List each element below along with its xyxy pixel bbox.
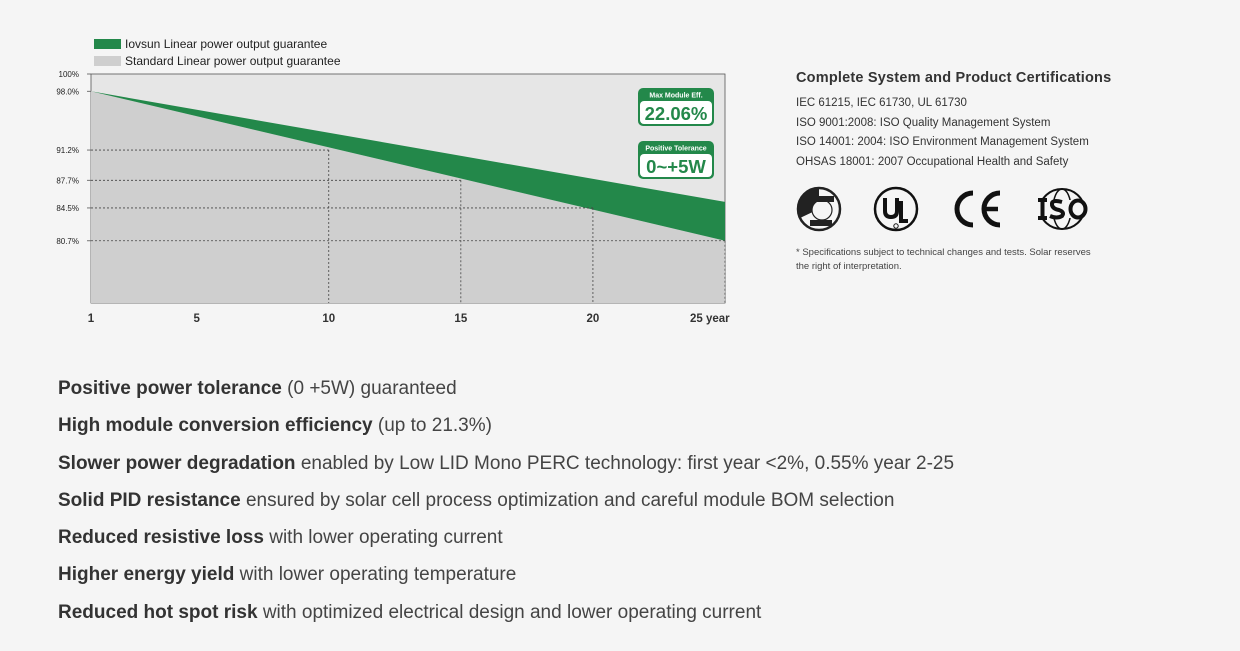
cert-line: ISO 14001: 2004: ISO Environment Managem… xyxy=(796,136,1089,148)
cert-line: IEC 61215, IEC 61730, UL 61730 xyxy=(796,97,967,109)
feature-text: with lower operating current xyxy=(269,527,503,549)
feature-item: Reduced hot spot risk with optimized ele… xyxy=(58,594,954,631)
feature-item: High module conversion efficiency (up to… xyxy=(58,407,954,444)
legend-label-standard: Standard Linear power output guarantee xyxy=(125,54,341,68)
feature-item: Slower power degradation enabled by Low … xyxy=(58,445,954,482)
cert-line: OHSAS 18001: 2007 Occupational Health an… xyxy=(796,155,1069,168)
certifications-panel: Complete System and Product Certificatio… xyxy=(796,70,1156,274)
feature-text: with lower operating temperature xyxy=(239,564,517,586)
y-tick-label: 98.0% xyxy=(56,87,79,96)
guide-lines xyxy=(91,149,726,303)
y-tick-label: 100% xyxy=(59,70,79,79)
legend-swatch-standard xyxy=(94,56,121,66)
badge-value-bg xyxy=(640,101,712,124)
ce-icon xyxy=(954,190,1001,228)
certifications-title: Complete System and Product Certificatio… xyxy=(796,70,1112,86)
feature-item: Higher energy yield with lower operating… xyxy=(58,556,954,593)
feature-item: Positive power tolerance (0 +5W) guarant… xyxy=(58,370,954,407)
x-tick-label: 1 xyxy=(88,313,95,325)
features-list: Positive power tolerance (0 +5W) guarant… xyxy=(58,370,954,631)
y-tick-label: 87.7% xyxy=(56,176,79,185)
y-tick-label: 91.2% xyxy=(56,146,79,155)
badge-value-bg xyxy=(640,154,712,177)
feature-text: ensured by solar cell process optimizati… xyxy=(245,489,895,511)
feature-title: Higher energy yield xyxy=(58,564,235,586)
feature-title: Positive power tolerance xyxy=(58,378,282,399)
ul-icon xyxy=(873,186,919,232)
y-tick-label: 84.5% xyxy=(56,204,79,213)
legend-label-iovsun: Iovsun Linear power output guarantee xyxy=(125,37,327,51)
y-tick-label: 80.7% xyxy=(56,237,79,246)
chart-badges: Max Module Eff. 22.06% Positive Tolerance 0… xyxy=(638,88,714,179)
badge-value: 22.06% xyxy=(645,103,708,124)
feature-item: Reduced resistive loss with lower operat… xyxy=(58,519,954,556)
x-tick-label: 5 xyxy=(193,313,200,325)
specifications-note: * Specifications subject to technical ch… xyxy=(796,247,1091,272)
tuv-nord-icon xyxy=(796,186,842,232)
feature-text: enabled by Low LID Mono PERC technology:… xyxy=(300,452,955,474)
standard-guarantee-area xyxy=(91,91,725,303)
badge-value: 0~+5W xyxy=(646,156,706,177)
power-output-chart: Iovsun Linear power output guarantee Sta… xyxy=(56,37,730,325)
badge-label: Max Module Eff. xyxy=(649,93,702,100)
legend-swatch-iovsun xyxy=(94,39,121,49)
x-tick-label: 20 xyxy=(587,313,600,325)
feature-text: with optimized electrical design and low… xyxy=(262,601,762,623)
feature-title: Reduced resistive loss xyxy=(58,527,264,549)
chart-legend: Iovsun Linear power output guarantee Sta… xyxy=(94,37,341,68)
feature-title: Solid PID resistance xyxy=(58,489,241,511)
x-tick-label: 10 xyxy=(322,313,335,325)
y-axis-ticks: 100% 98.0% 91.2% 87.7% 84.5% 80.7% xyxy=(56,70,91,246)
feature-text: (0 +5W) guaranteed xyxy=(287,378,457,399)
feature-title: Reduced hot spot risk xyxy=(58,601,258,623)
x-tick-label: 25 year xyxy=(690,313,730,325)
iovsun-guarantee-area xyxy=(91,91,725,241)
certification-logos xyxy=(796,184,1156,234)
feature-title: Slower power degradation xyxy=(58,452,296,474)
x-axis-ticks: 1 5 10 15 20 25 year xyxy=(88,313,730,325)
feature-title: High module conversion efficiency xyxy=(58,415,373,437)
x-tick-label: 15 xyxy=(454,313,467,325)
badge-label: Positive Tolerance xyxy=(645,146,706,153)
feature-text: (up to 21.3%) xyxy=(377,415,492,437)
cert-line: ISO 9001:2008: ISO Quality Management Sy… xyxy=(796,116,1051,129)
iso-icon xyxy=(1035,188,1089,230)
feature-item: Solid PID resistance ensured by solar ce… xyxy=(58,482,954,519)
